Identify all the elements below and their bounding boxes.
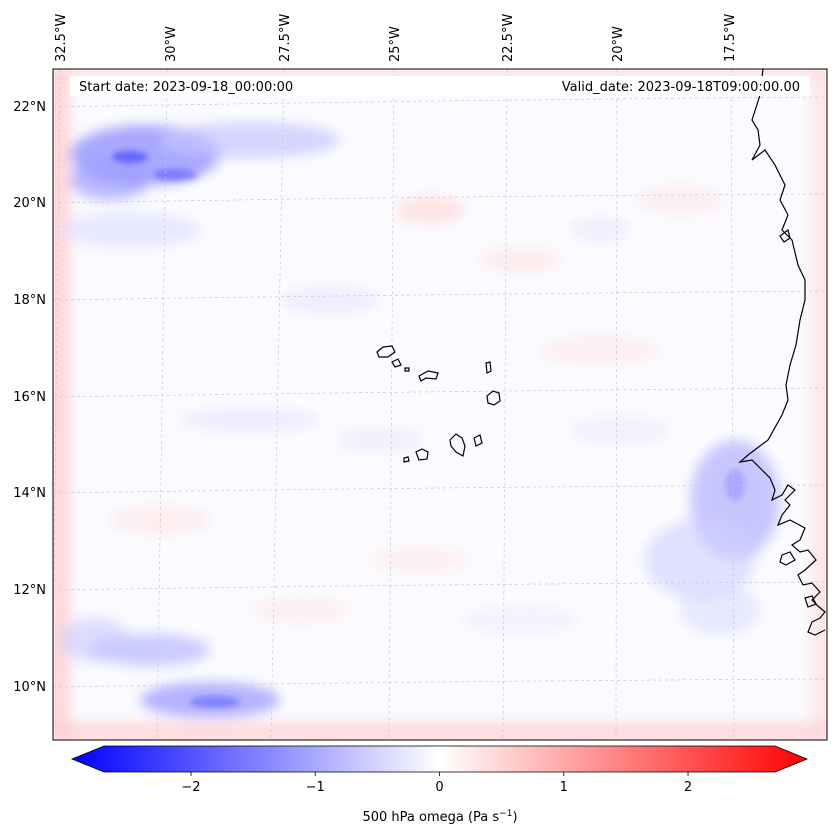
lon-label: 30°W — [164, 26, 179, 62]
colorbar-tick-label: 2 — [684, 780, 692, 795]
colorbar-tick-label: 1 — [560, 780, 568, 795]
latitude-labels: 22°N 20°N 18°N 16°N 14°N 12°N 10°N — [13, 100, 46, 695]
lon-label: 27.5°W — [278, 14, 293, 62]
lat-label: 20°N — [13, 196, 46, 211]
valid-date-label: Valid_date: 2023-09-18T09:00:00.00 — [562, 80, 800, 95]
omega-field — [53, 69, 827, 740]
coast-islet-3 — [779, 228, 791, 243]
lat-label: 10°N — [13, 680, 46, 695]
colorbar-tick-label: −2 — [181, 780, 200, 795]
lat-label: 12°N — [13, 583, 46, 598]
colorbar-tick-label: −1 — [306, 780, 325, 795]
brava — [403, 456, 410, 463]
africa-coast — [738, 69, 826, 636]
omega-cores — [112, 151, 745, 708]
map-panel — [53, 69, 827, 740]
lon-label: 20°W — [611, 26, 626, 62]
lon-label: 32.5°W — [54, 14, 69, 62]
maio — [473, 434, 483, 447]
lat-label: 22°N — [13, 100, 46, 115]
header-bar — [70, 76, 810, 96]
sal — [485, 361, 492, 374]
colorbar-bar — [70, 745, 809, 773]
santiago — [449, 433, 466, 457]
cape-verde-islands — [376, 345, 501, 463]
coastline — [738, 69, 826, 636]
colorbar: −2 −1 0 1 2 500 hPa omega (Pa s−1) — [70, 745, 809, 825]
sao-nicolau — [418, 370, 439, 382]
fogo — [415, 448, 429, 461]
lon-label: 25°W — [388, 26, 403, 62]
longitude-labels: 32.5°W 30°W 27.5°W 25°W 22.5°W 20°W 17.5… — [54, 14, 738, 62]
boa-vista — [486, 390, 501, 406]
coast-islet-2 — [804, 595, 817, 608]
lat-label: 16°N — [13, 390, 46, 405]
coast-islet-1 — [779, 551, 796, 566]
sao-vicente — [391, 358, 402, 368]
lat-label: 14°N — [13, 486, 46, 501]
colorbar-label: 500 hPa omega (Pa s−1) — [362, 809, 517, 825]
colorbar-tick-label: 0 — [435, 780, 443, 795]
map-frame — [52, 68, 828, 741]
lat-label: 18°N — [13, 293, 46, 308]
lon-label: 17.5°W — [723, 14, 738, 62]
start-date-label: Start date: 2023-09-18_00:00:00 — [79, 80, 293, 95]
lon-label: 22.5°W — [501, 14, 516, 62]
colorbar-ticks: −2 −1 0 1 2 — [181, 772, 692, 795]
santo-antao — [376, 345, 396, 358]
santa-luzia — [404, 367, 410, 372]
